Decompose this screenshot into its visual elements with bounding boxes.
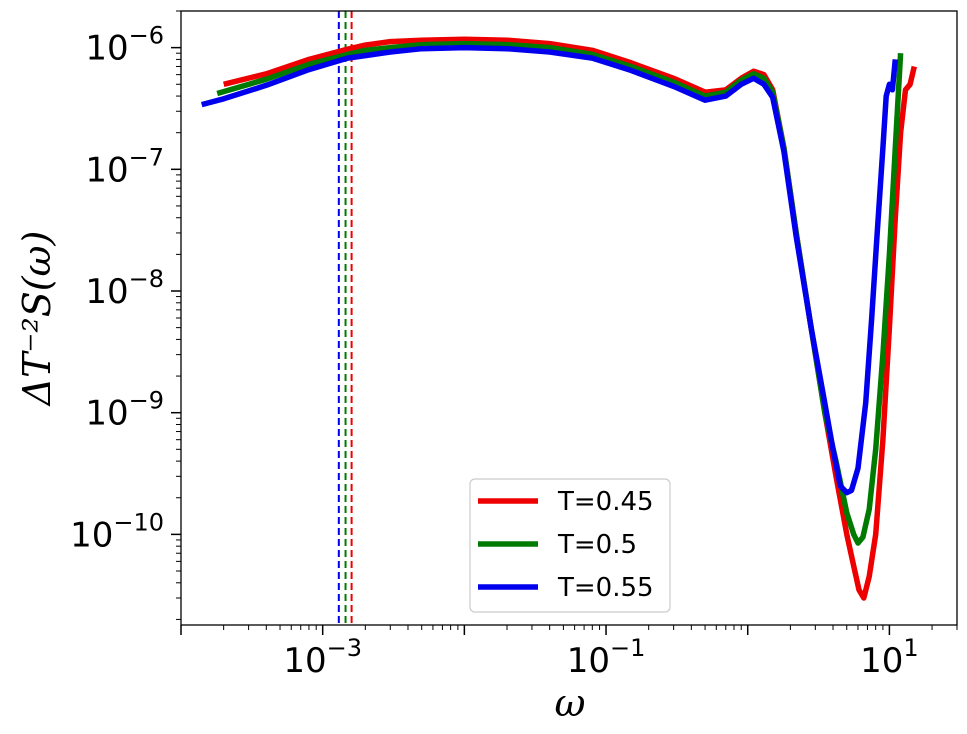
series-line-2 xyxy=(216,40,904,546)
x-tick-label: 101 xyxy=(860,634,919,681)
series-line-3 xyxy=(200,44,899,496)
x-tick-label: 10−1 xyxy=(567,634,646,681)
data-series xyxy=(200,36,917,601)
y-tick-label: 10−10 xyxy=(70,508,164,555)
y-tick-label: 10−8 xyxy=(85,265,164,312)
x-axis: 10−3 10−1 101 xyxy=(180,625,958,681)
legend-frame xyxy=(469,478,671,613)
legend-label: T=0.55 xyxy=(557,573,654,603)
legend-label: T=0.5 xyxy=(557,530,637,560)
marker-lines xyxy=(337,11,353,625)
legend: T=0.45 T=0.5 T=0.55 xyxy=(469,478,671,613)
x-axis-title: ω xyxy=(555,681,586,725)
y-tick-label: 10−7 xyxy=(85,143,164,190)
y-axis-title: ΔT⁻²S(ω) xyxy=(15,231,59,408)
y-tick-label: 10−6 xyxy=(85,22,164,69)
legend-label: T=0.45 xyxy=(557,487,654,517)
y-tick-label: 10−9 xyxy=(85,387,164,434)
x-tick-label: 10−3 xyxy=(283,634,362,681)
y-axis: 10−10 10−9 10−8 10−7 10−6 xyxy=(70,10,181,620)
